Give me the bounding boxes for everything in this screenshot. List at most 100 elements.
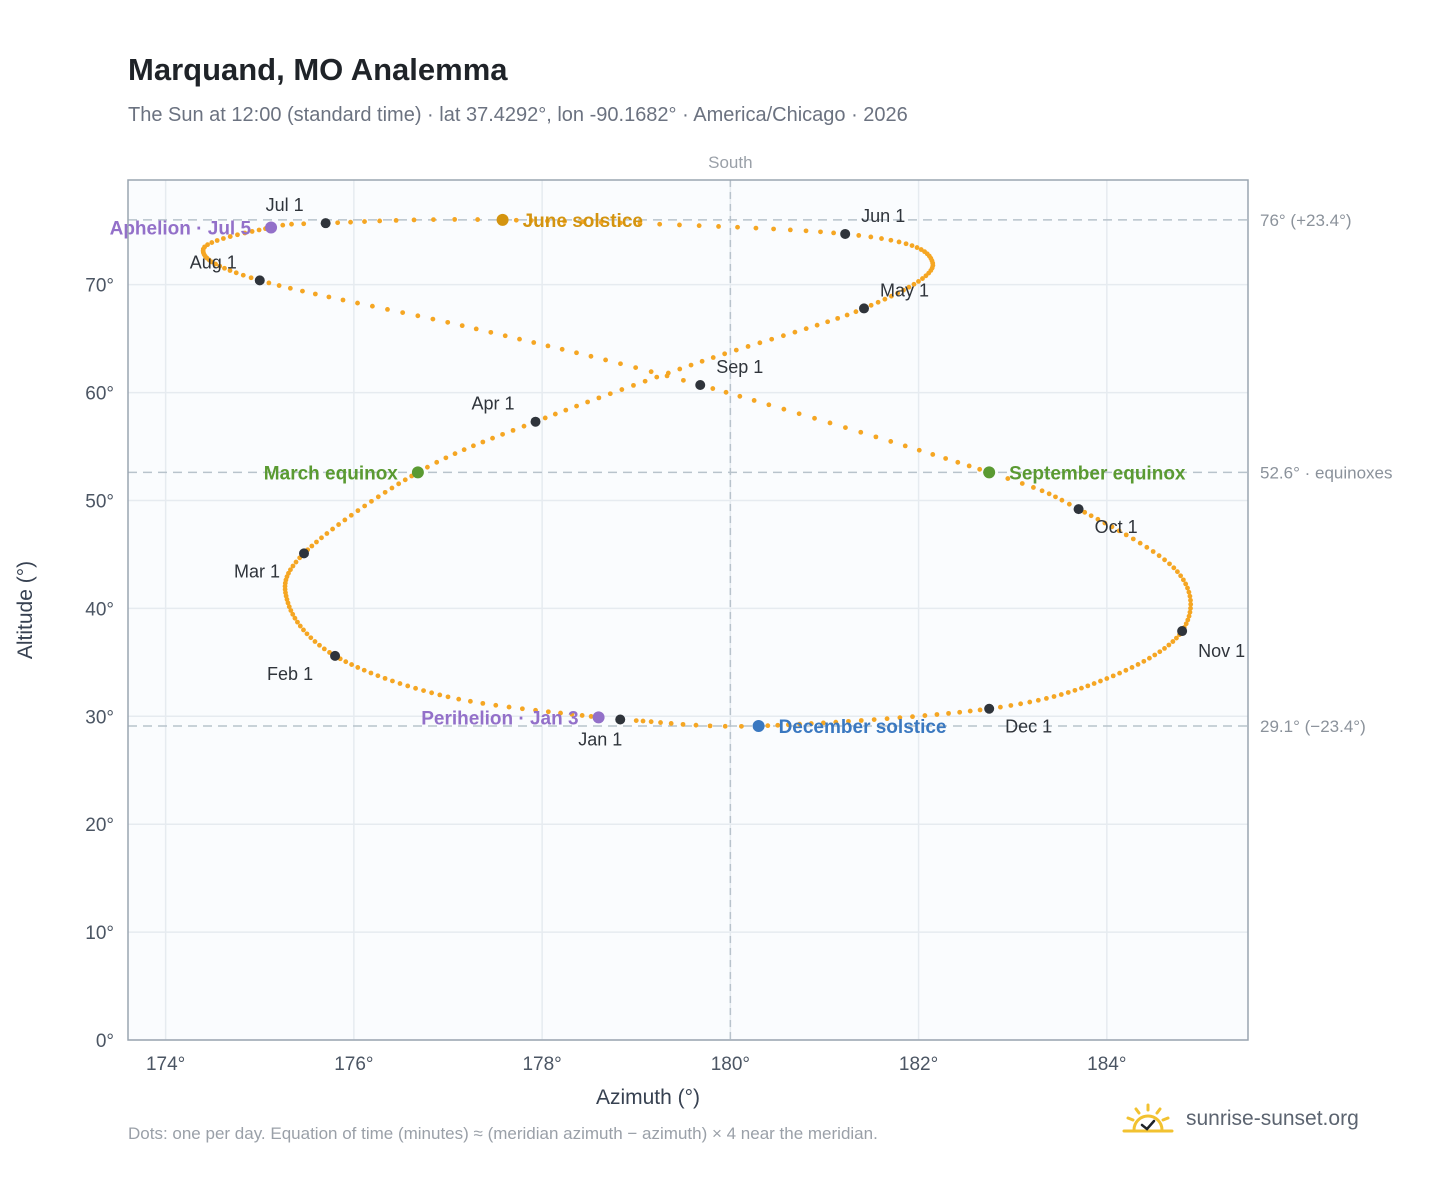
month-marker-dot bbox=[299, 548, 309, 559]
daily-sun-dot bbox=[500, 431, 505, 437]
month-marker-dot bbox=[859, 303, 869, 314]
chart-subtitle: The Sun at 12:00 (standard time) · lat 3… bbox=[128, 104, 908, 126]
daily-sun-dot bbox=[884, 716, 890, 722]
daily-sun-dot bbox=[295, 619, 300, 625]
daily-sun-dot bbox=[1046, 491, 1052, 497]
reference-line-label: 29.1° (−23.4°) bbox=[1260, 717, 1366, 736]
daily-sun-dot bbox=[757, 340, 763, 346]
daily-sun-dot bbox=[559, 346, 565, 352]
daily-sun-dot bbox=[312, 639, 318, 644]
daily-sun-dot bbox=[888, 237, 894, 243]
daily-sun-dot bbox=[906, 284, 912, 290]
daily-sun-dot bbox=[348, 219, 353, 225]
daily-sun-dot bbox=[1079, 685, 1084, 691]
month-marker-label: Jul 1 bbox=[266, 195, 304, 215]
daily-sun-dot bbox=[1185, 585, 1190, 591]
daily-sun-dot bbox=[858, 429, 864, 435]
y-tick-label: 60° bbox=[85, 384, 114, 405]
daily-sun-dot bbox=[480, 700, 486, 706]
daily-sun-dot bbox=[1053, 494, 1058, 500]
daily-sun-dot bbox=[480, 439, 486, 445]
daily-sun-dot bbox=[506, 704, 512, 710]
daily-sun-dot bbox=[217, 263, 223, 269]
daily-sun-dot bbox=[240, 272, 246, 278]
daily-sun-dot bbox=[879, 236, 884, 241]
daily-sun-dot bbox=[1171, 565, 1177, 571]
daily-sun-dot bbox=[459, 323, 465, 329]
daily-sun-dot bbox=[321, 646, 327, 652]
daily-sun-dot bbox=[946, 710, 951, 716]
x-axis-label: Azimuth (°) bbox=[596, 1086, 700, 1109]
reference-line-label: 76° (+23.4°) bbox=[1260, 211, 1352, 230]
brand-logo[interactable]: sunrise-sunset.org bbox=[1120, 1102, 1359, 1136]
x-tick-label: 184° bbox=[1087, 1054, 1126, 1075]
month-marker-label: May 1 bbox=[880, 280, 929, 300]
daily-sun-dot bbox=[934, 712, 940, 717]
daily-sun-dot bbox=[1188, 605, 1193, 611]
daily-sun-dot bbox=[1095, 516, 1101, 522]
daily-sun-dot bbox=[955, 459, 961, 465]
daily-sun-dot bbox=[814, 322, 820, 328]
meridian-label: South bbox=[708, 153, 752, 172]
daily-sun-dot bbox=[336, 522, 342, 527]
daily-sun-dot bbox=[362, 503, 368, 509]
event-marker-label: Aphelion · Jul 5 bbox=[110, 218, 252, 239]
daily-sun-dot bbox=[780, 333, 786, 339]
daily-sun-dot bbox=[1104, 676, 1110, 681]
event-marker-dot bbox=[592, 711, 605, 724]
axes: 174° 176° 178° 180° 182° 184° 0° 10° 20° 30° 40° 50… bbox=[14, 153, 1393, 1109]
daily-sun-dot bbox=[375, 494, 381, 500]
daily-sun-dot bbox=[916, 278, 921, 284]
daily-sun-dot bbox=[443, 455, 449, 461]
daily-sun-dot bbox=[214, 238, 220, 243]
daily-sun-dot bbox=[1141, 658, 1147, 664]
daily-sun-dot bbox=[843, 425, 848, 431]
brand-name: sunrise-sunset.org bbox=[1186, 1107, 1359, 1130]
daily-sun-dot bbox=[461, 447, 467, 453]
daily-sun-dot bbox=[797, 721, 802, 727]
month-marker-label: Dec 1 bbox=[1005, 717, 1052, 737]
daily-sun-dot bbox=[1150, 549, 1156, 554]
daily-sun-dot bbox=[429, 690, 435, 696]
daily-sun-dot bbox=[502, 333, 508, 339]
daily-sun-dot bbox=[910, 714, 915, 720]
daily-sun-dot bbox=[312, 291, 318, 297]
daily-sun-dot bbox=[1098, 678, 1103, 684]
daily-sun-dot bbox=[766, 402, 772, 408]
daily-sun-dot bbox=[916, 447, 922, 453]
daily-sun-dot bbox=[467, 698, 473, 704]
daily-sun-dot bbox=[396, 481, 402, 487]
daily-sun-dot bbox=[1051, 694, 1057, 699]
event-marker-dot bbox=[496, 213, 509, 226]
daily-sun-dot bbox=[918, 247, 924, 252]
month-marker-label: Aug 1 bbox=[190, 252, 237, 272]
daily-sun-dot bbox=[471, 443, 476, 449]
daily-sun-dot bbox=[930, 452, 936, 457]
daily-sun-dot bbox=[835, 315, 841, 321]
daily-sun-dot bbox=[1162, 557, 1167, 563]
daily-sun-dot bbox=[517, 336, 522, 342]
daily-sun-dot bbox=[242, 230, 248, 236]
daily-sun-dot bbox=[1039, 488, 1045, 494]
daily-sun-dot bbox=[1082, 509, 1088, 515]
daily-sun-dot bbox=[681, 377, 686, 383]
daily-sun-dot bbox=[1157, 649, 1163, 655]
event-marker-label: December solstice bbox=[779, 717, 947, 738]
daily-sun-dot bbox=[911, 281, 917, 287]
daily-sun-dot bbox=[677, 366, 683, 372]
daily-sun-dot bbox=[290, 563, 296, 569]
daily-sun-dot bbox=[966, 463, 972, 469]
daily-sun-dot bbox=[424, 464, 430, 470]
event-marker-label: Perihelion · Jan 3 bbox=[421, 708, 578, 729]
daily-sun-dot bbox=[1183, 621, 1189, 627]
daily-sun-dot bbox=[873, 434, 879, 440]
daily-sun-dot bbox=[233, 270, 239, 276]
daily-sun-dot bbox=[1027, 699, 1033, 705]
daily-sun-dot bbox=[977, 466, 983, 472]
daily-sun-dot bbox=[330, 526, 335, 532]
daily-sun-dot bbox=[769, 336, 775, 342]
daily-sun-dot bbox=[922, 713, 928, 718]
daily-sun-dot bbox=[1005, 476, 1011, 481]
daily-sun-dot bbox=[607, 391, 613, 397]
